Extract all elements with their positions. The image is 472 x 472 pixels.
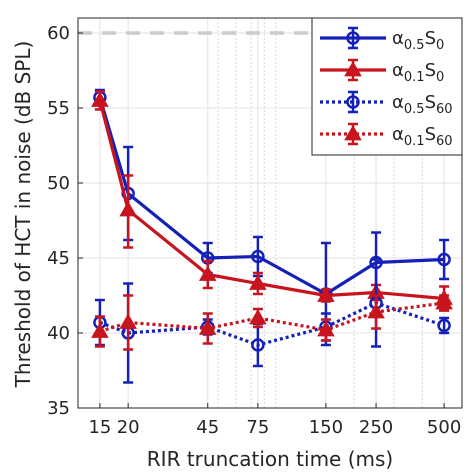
data-point xyxy=(198,265,217,281)
x-tick-label: 75 xyxy=(246,417,269,438)
legend-label: α0.5S60 xyxy=(392,92,453,117)
legend-marker xyxy=(344,124,362,141)
series-4 xyxy=(91,293,453,351)
legend-marker xyxy=(344,60,362,77)
legend-label: α0.1S0 xyxy=(392,60,444,85)
plot-frame xyxy=(77,17,463,409)
legend: α0.5S0 α0.1S0 α0.5S60 α0.1S60 xyxy=(311,17,463,156)
y-tick-label: 60 xyxy=(47,23,70,44)
data-point xyxy=(91,322,109,338)
x-tick-label: 20 xyxy=(117,417,140,438)
legend-marker xyxy=(346,31,360,45)
x-tick-label: 15 xyxy=(88,417,111,438)
x-tick-label: 150 xyxy=(309,417,343,438)
data-point xyxy=(249,308,267,325)
data-point xyxy=(367,302,385,319)
x-tick-label: 250 xyxy=(359,417,393,438)
data-point xyxy=(317,286,335,302)
x-axis-label: RIR truncation time (ms) xyxy=(147,447,393,471)
legend-box xyxy=(311,17,463,156)
data-point xyxy=(249,274,267,290)
legend-label: α0.1S60 xyxy=(392,124,453,149)
data-point xyxy=(119,313,137,329)
data-point xyxy=(198,319,217,335)
data-point xyxy=(317,320,335,337)
y-tick-label: 45 xyxy=(47,248,70,269)
legend-label: α0.5S0 xyxy=(392,28,444,53)
data-point xyxy=(91,91,109,107)
x-tick-label: 500 xyxy=(427,417,461,438)
series-group xyxy=(91,88,453,384)
y-axis-label: Threshold of HCT in noise (dB SPL) xyxy=(11,41,35,389)
data-point xyxy=(251,338,265,352)
tick-labels: 15 20 45 75 150 250 500 35 40 45 50 55 60 xyxy=(47,23,461,438)
x-tick-label: 45 xyxy=(196,417,219,438)
data-point xyxy=(251,249,265,264)
y-tick-label: 50 xyxy=(47,173,70,194)
data-point xyxy=(437,318,451,333)
data-point xyxy=(119,200,137,217)
data-point xyxy=(435,293,453,310)
data-point xyxy=(437,252,451,267)
y-tick-label: 35 xyxy=(47,398,70,419)
legend-marker xyxy=(346,95,360,109)
y-tick-label: 40 xyxy=(47,323,70,344)
y-tick-label: 55 xyxy=(47,98,70,119)
